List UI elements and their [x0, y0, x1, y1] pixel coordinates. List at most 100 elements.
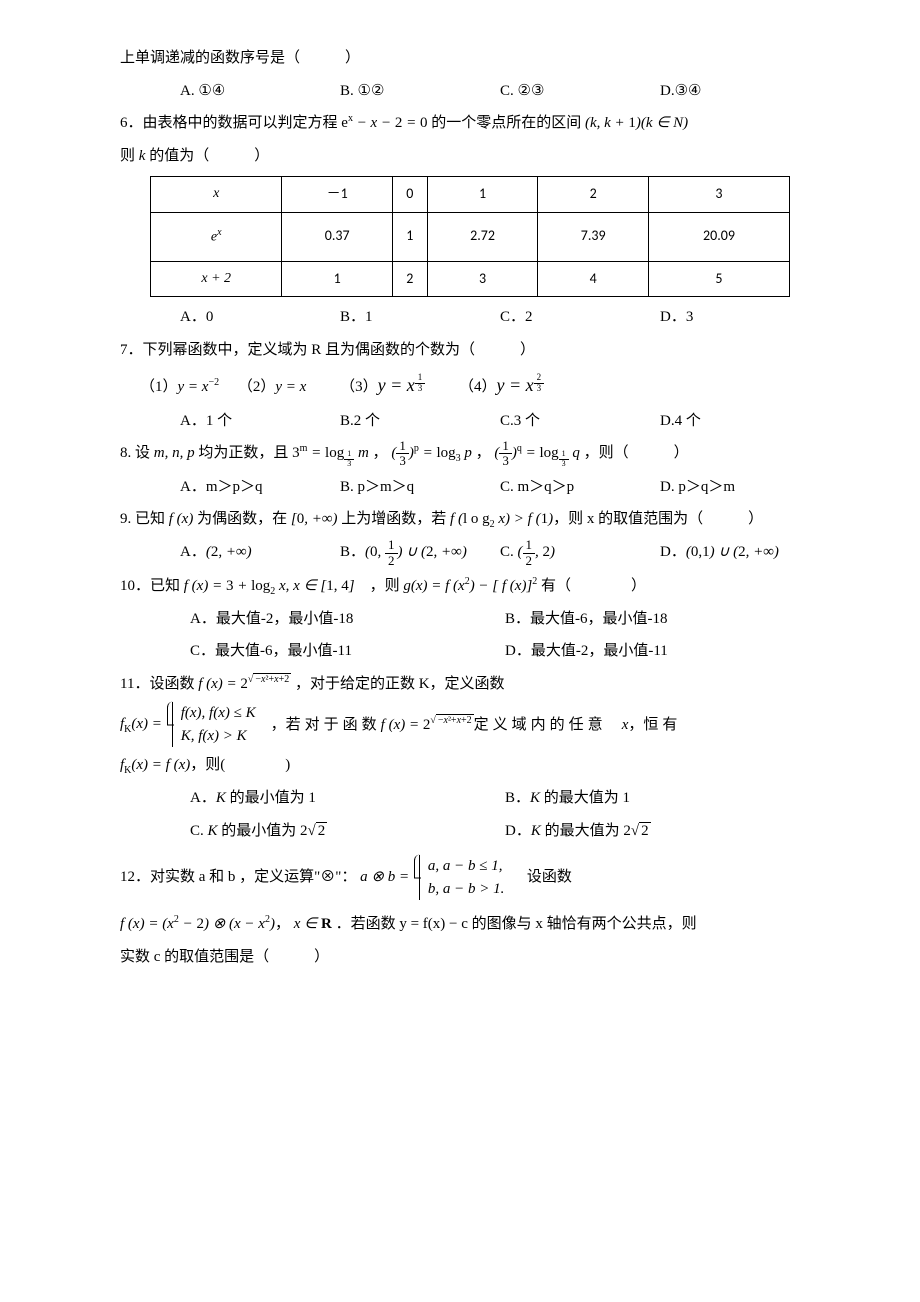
cell: 2.72 — [427, 212, 538, 261]
cell: －1 — [282, 177, 393, 213]
cell: 20.09 — [648, 212, 789, 261]
table-row: x －1 0 1 2 3 — [151, 177, 790, 213]
q7-f3: （3）y = x13 — [340, 379, 425, 395]
q9-opt-d: D．(0,1) ∪ (2, +∞) — [660, 538, 820, 568]
q11-fk: fK(x) = f(x), f(x) ≤ K K, f(x) > K — [120, 702, 256, 747]
q8-opt-b: B. p＞m＞q — [340, 473, 500, 502]
q12-tail: 实数 c 的取值范围是（ ） — [120, 943, 820, 972]
q6-opt-c: C．2 — [500, 303, 660, 332]
q12-f: f (x) = (x2 − 2) ⊗ (x − x2) — [120, 916, 275, 932]
q7-opt-d: D.4 个 — [660, 407, 820, 436]
q7-options: A．1 个 B.2 个 C.3 个 D.4 个 — [180, 407, 820, 436]
q11-opt-d: D．K 的最大值为 22 — [505, 817, 820, 846]
q11-mid3: 定义域内的任意 — [474, 711, 607, 740]
q6-opt-d: D．3 — [660, 303, 820, 332]
q11-options-2: C. K 的最小值为 22 D．K 的最大值为 22 — [190, 817, 820, 846]
cell: 1 — [392, 212, 427, 261]
q7-f2: （2）y = x — [238, 379, 306, 395]
q11-line1: 11．设函数 f (x) = 2−x²+x+2 ，对于给定的正数 K，定义函数 — [120, 670, 820, 699]
q11-f1: f (x) = 2−x²+x+2 — [198, 676, 291, 692]
q6-opt-b: B．1 — [340, 303, 500, 332]
q9-opt-a: A．(2, +∞) — [180, 538, 340, 568]
cell-ex: ex — [151, 212, 282, 261]
q10-opt-c: C．最大值-6，最小值-11 — [190, 637, 505, 666]
q8-options: A．m＞p＞q B. p＞m＞q C. m＞q＞p D. p＞q＞m — [180, 473, 820, 502]
cell: 5 — [648, 261, 789, 297]
cell: 0.37 — [282, 212, 393, 261]
q11-line2: fK(x) = f(x), f(x) ≤ K K, f(x) > K ， 若对于… — [120, 702, 820, 747]
q12-lead: 12．对实数 a 和 b ，定义运算"⊗"： — [120, 869, 356, 885]
cell: 7.39 — [538, 212, 649, 261]
q11-eq: fK(x) = f (x) — [120, 757, 190, 773]
table-row: ex 0.37 1 2.72 7.39 20.09 — [151, 212, 790, 261]
q7-opt-a: A．1 个 — [180, 407, 340, 436]
q8-opt-d: D. p＞q＞m — [660, 473, 820, 502]
cell-x2: x + 2 — [151, 261, 282, 297]
q8-lead: 8. 设 — [120, 445, 150, 461]
cell: 3 — [427, 261, 538, 297]
cell: 4 — [538, 261, 649, 297]
q11-mid1: ，对于给定的正数 K，定义函数 — [295, 676, 505, 692]
q6-mid: 的一个零点所在的区间 — [431, 115, 581, 131]
q10-options-2: C．最大值-6，最小值-11 D．最大值-2，最小值-11 — [190, 637, 820, 666]
q12-line1: 12．对实数 a 和 b ，定义运算"⊗"： a ⊗ b = a, a − b … — [120, 855, 820, 900]
q6-lead: 6．由表格中的数据可以判定方程 — [120, 115, 338, 131]
q8-e3: (13)q = log13 q — [494, 445, 580, 461]
q8-e2: (13)p = log3 p — [391, 445, 472, 461]
q9-opt-b: B．(0, 12) ∪ (2, +∞) — [340, 538, 500, 568]
q8-e1: 3m = log13 m — [292, 445, 369, 461]
q10-stem: 10．已知 f (x) = 3 + log2 x, x ∈ [1, 4] ，则 … — [120, 572, 820, 601]
table-row: x + 2 1 2 3 4 5 — [151, 261, 790, 297]
q5-opt-b: B. ①② — [340, 77, 500, 106]
q12-def: a ⊗ b = a, a − b ≤ 1, b, a − b > 1. — [360, 869, 508, 885]
q5-opt-d: D.③④ — [660, 77, 820, 106]
q6-eq: ex − x − 2 = 0 — [341, 115, 427, 131]
q11-f2: f (x) = 2−x²+x+2 — [381, 711, 474, 740]
cell: 3 — [648, 177, 789, 213]
q7-f1: （1）y = x−2 — [140, 379, 219, 395]
q10-opt-b: B．最大值-6，最小值-18 — [505, 605, 820, 634]
q5-opt-c: C. ②③ — [500, 77, 660, 106]
q5-stem: 上单调递减的函数序号是（ ） — [120, 44, 820, 73]
q8-tail: ，则（ ） — [584, 445, 689, 461]
q10-options-1: A．最大值-2，最小值-18 B．最大值-6，最小值-18 — [190, 605, 820, 634]
cell: 2 — [392, 261, 427, 297]
q5-opt-a: A. ①④ — [180, 77, 340, 106]
q9-options: A．(2, +∞) B．(0, 12) ∪ (2, +∞) C. (12, 2)… — [180, 538, 820, 568]
cell: 1 — [427, 177, 538, 213]
q5-options: A. ①④ B. ①② C. ②③ D.③④ — [180, 77, 820, 106]
q12-mid: 设函数 — [527, 869, 572, 885]
cell: 1 — [282, 261, 393, 297]
q11-lead: 11．设函数 — [120, 676, 194, 692]
q8-mid: 均为正数，且 — [198, 445, 288, 461]
q12-line2: f (x) = (x2 − 2) ⊗ (x − x2)， x ∈ R ．若函数 … — [120, 910, 820, 939]
q11-opt-a: A．K 的最小值为 1 — [190, 784, 505, 813]
q7-funcs: （1）y = x−2 （2）y = x （3）y = x13 （4）y = x2… — [140, 368, 820, 402]
q7-f4: （4）y = x23 — [459, 379, 544, 395]
q7-opt-b: B.2 个 — [340, 407, 500, 436]
q10-opt-a: A．最大值-2，最小值-18 — [190, 605, 505, 634]
q6-interval: (k, k + 1)(k ∈ N) — [585, 115, 688, 131]
q6-options: A．0 B．1 C．2 D．3 — [180, 303, 820, 332]
q10-opt-d: D．最大值-2，最小值-11 — [505, 637, 820, 666]
q12-mid2: ．若函数 y = f(x) − c 的图像与 x 轴恰有两个公共点，则 — [336, 916, 697, 932]
q11-options-1: A．K 的最小值为 1 B．K 的最大值为 1 — [190, 784, 820, 813]
q11-mid2: 若对于函数 — [286, 711, 381, 740]
q8-vars: m, n, p — [154, 445, 195, 461]
q9-stem: 9. 已知 f (x) 为偶函数，在 [0, +∞) 上为增函数，若 f (l … — [120, 505, 820, 534]
q11-opt-c: C. K 的最小值为 22 — [190, 817, 505, 846]
q6-opt-a: A．0 — [180, 303, 340, 332]
cell-x: x — [151, 177, 282, 213]
q9-opt-c: C. (12, 2) — [500, 538, 660, 568]
q8-opt-c: C. m＞q＞p — [500, 473, 660, 502]
q11-line3: fK(x) = f (x)，则( ) — [120, 751, 820, 780]
q6-stem: 6．由表格中的数据可以判定方程 ex − x − 2 = 0 的一个零点所在的区… — [120, 109, 820, 138]
cell: 0 — [392, 177, 427, 213]
q11-mid4: 恒有 — [643, 711, 681, 740]
q6-tail: 则 k 的值为（ ） — [120, 142, 820, 171]
q8-opt-a: A．m＞p＞q — [180, 473, 340, 502]
q7-stem: 7．下列幂函数中，定义域为 R 且为偶函数的个数为（ ） — [120, 336, 820, 365]
q6-table: x －1 0 1 2 3 ex 0.37 1 2.72 7.39 20.09 x… — [150, 176, 790, 297]
q11-opt-b: B．K 的最大值为 1 — [505, 784, 820, 813]
q7-opt-c: C.3 个 — [500, 407, 660, 436]
